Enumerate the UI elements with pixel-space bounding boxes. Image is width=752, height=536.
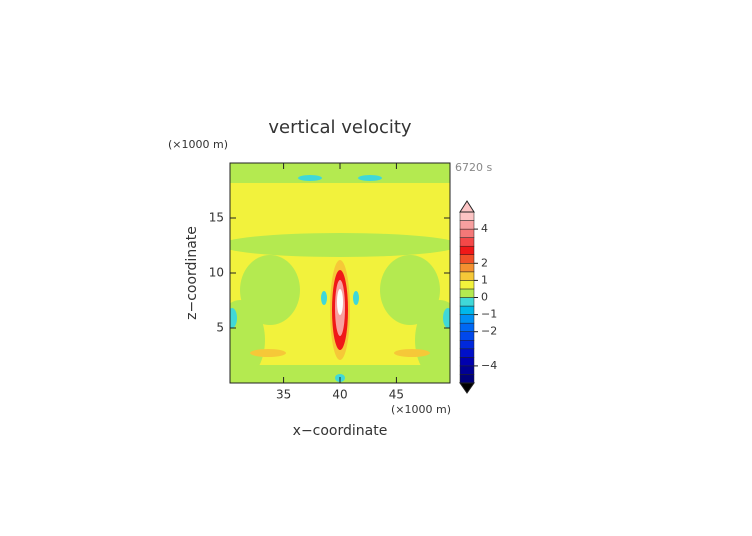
colorbar-extend-bottom [459,382,475,394]
colorbar-tick-label: 1 [481,273,488,286]
colorbar-extend-top [459,200,475,213]
field-region [230,300,265,380]
colorbar-band [459,237,475,247]
field-region [358,175,382,181]
y-tick-label: 10 [209,266,224,280]
y-tick-label: 15 [209,211,224,225]
x-unit: (×1000 m) [391,403,451,416]
y-axis-label: z−coordinate [184,226,200,320]
colorbar-band [459,280,475,290]
field-region [321,291,327,305]
colorbar-band [459,348,475,358]
field-region [415,300,450,380]
colorbar-band [459,245,475,255]
field-region [353,291,359,305]
time-label: 6720 s [455,161,492,174]
x-tick-label: 35 [276,388,291,402]
colorbar-band [459,357,475,367]
y-tick-label: 5 [216,321,224,335]
y-unit: (×1000 m) [168,138,228,151]
colorbar-band [459,288,475,298]
x-axis-label: x−coordinate [293,423,388,439]
colorbar-band [459,211,475,221]
colorbar-band [459,305,475,315]
field-region [250,349,286,357]
colorbar-band [459,297,475,307]
field-region [443,308,450,328]
colorbar-tick-label: −1 [481,308,497,321]
colorbar-band [459,254,475,264]
colorbar-band [459,374,475,384]
colorbar-band [459,365,475,375]
colorbar-tick-label: 4 [481,222,488,235]
colorbar-band [459,228,475,238]
colorbar-band [459,271,475,281]
field-region [230,163,450,183]
colorbar-band [459,220,475,230]
field-region [380,255,440,325]
field-region [240,255,300,325]
field-region [298,175,322,181]
field-region [394,349,430,357]
colorbar-tick-label: 2 [481,256,488,269]
field-region [230,308,237,328]
colorbar-tick-label: 0 [481,291,488,304]
field-region [230,233,450,257]
colorbar-tick-label: −4 [481,359,497,372]
colorbar-band [459,340,475,350]
chart-title: vertical velocity [268,117,412,138]
x-tick-label: 45 [389,388,404,402]
x-tick-label: 40 [332,388,347,402]
colorbar-band [459,331,475,341]
colorbar-band [459,314,475,324]
colorbar-band [459,322,475,332]
colorbar-tick-label: −2 [481,325,497,338]
colorbar-band [459,263,475,273]
contour-field [230,163,450,383]
field-region [337,289,343,315]
